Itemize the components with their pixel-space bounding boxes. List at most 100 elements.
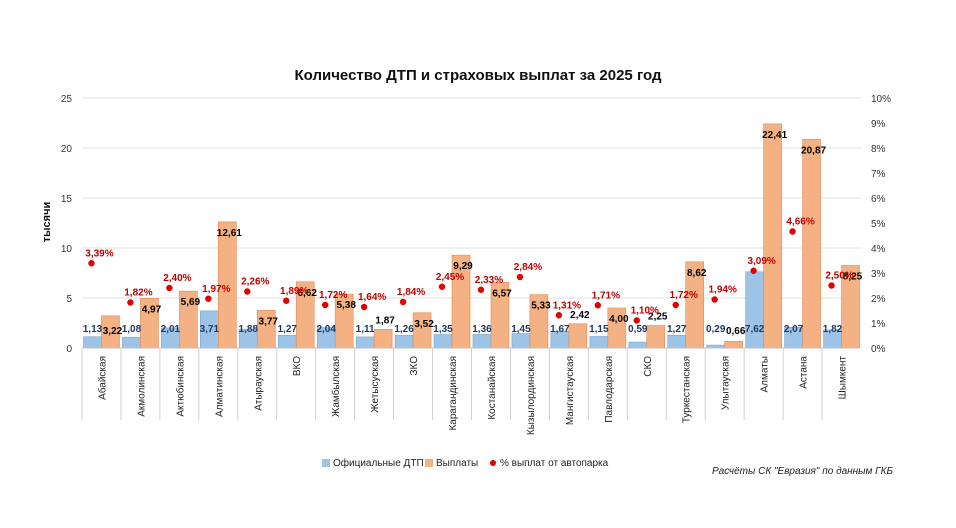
label-payouts: 5,33: [531, 301, 551, 312]
label-percent: 1,10%: [631, 306, 659, 317]
y-axis-ticks: 0 5 10 15 20 25: [61, 94, 73, 355]
bar-official: [589, 336, 609, 349]
legend-swatch: [425, 459, 433, 467]
percent-point: [283, 297, 290, 304]
label-payouts: 4,00: [609, 314, 629, 325]
label-official: 1,88: [239, 324, 259, 335]
bar-official: [433, 334, 453, 349]
label-official: 1,27: [277, 324, 297, 335]
percent-point: [633, 317, 640, 324]
percent-point: [244, 288, 251, 295]
legend-label: Официальные ДТП: [333, 457, 424, 469]
label-payouts: 5,69: [181, 297, 201, 308]
y-tick-label: 15: [61, 194, 73, 205]
category-label: Мангистауская: [565, 356, 576, 425]
label-payouts: 20,87: [801, 145, 826, 156]
label-official: 1,13: [83, 324, 103, 335]
category-label: Шымкент: [838, 356, 849, 400]
label-payouts: 2,42: [570, 310, 590, 321]
label-payouts: 22,41: [762, 130, 787, 141]
category-label: Жетысуская: [370, 356, 381, 413]
category-labels: Абайская Акмолинская Актюбинская Алматинска…: [96, 356, 848, 436]
category-label: Атырауская: [253, 356, 264, 411]
label-payouts: 9,29: [453, 261, 473, 272]
label-payouts: 8,25: [843, 272, 863, 283]
label-official: 1,15: [589, 324, 609, 335]
category-label: Туркестанская: [682, 356, 693, 423]
label-official: 2,01: [161, 324, 181, 335]
y2-axis-ticks: 0% 1% 2% 3% 4% 5% 6% 7% 8% 9% 10%: [871, 94, 891, 355]
label-official: 2,07: [784, 324, 804, 335]
label-official: 1,27: [667, 324, 687, 335]
percent-point: [321, 301, 329, 309]
chart-title: Количество ДТП и страховых выплат за 202…: [295, 67, 662, 84]
bar-official: [628, 341, 648, 349]
percent-point: [438, 283, 446, 290]
bar-payouts: [763, 123, 782, 349]
label-payouts: 2,25: [648, 312, 668, 323]
category-label: ЗКО: [409, 356, 420, 376]
percent-point: [205, 295, 212, 302]
bar-official: [277, 334, 297, 349]
category-label: Алматы: [760, 356, 771, 393]
label-percent: 1,64%: [358, 292, 386, 303]
label-payouts: 3,77: [259, 316, 279, 327]
label-percent: 1,82%: [124, 288, 152, 299]
bar-payouts: [724, 341, 743, 349]
label-payouts: 3,52: [414, 319, 434, 330]
label-percent: 1,97%: [202, 284, 230, 295]
category-label: Абайская: [96, 356, 108, 400]
category-label: ВКО: [292, 356, 303, 376]
legend-label: % выплат от автопарка: [500, 458, 609, 469]
y2-tick-label: 9%: [871, 119, 886, 130]
category-label: Актюбинская: [174, 356, 186, 417]
label-payouts: 3,22: [103, 326, 123, 337]
y2-tick-label: 10%: [871, 94, 891, 105]
y2-tick-label: 7%: [871, 169, 886, 180]
label-official: 1,45: [511, 324, 531, 335]
label-payouts: 5,38: [336, 300, 356, 311]
label-payouts: 0,66: [726, 326, 746, 337]
label-official: 0,59: [628, 324, 648, 335]
percent-point: [789, 228, 796, 235]
bar-official: [122, 336, 141, 349]
category-label: Кызылординская: [526, 356, 537, 435]
category-label: Костанайская: [487, 356, 498, 420]
legend-label: Выплаты: [436, 458, 478, 469]
percent-point: [594, 302, 602, 309]
category-label: Карагандинская: [448, 356, 459, 431]
y-axis-label: тысячи: [41, 202, 53, 242]
legend-swatch: [490, 460, 496, 466]
bar-official: [511, 333, 531, 349]
label-payouts: 12,61: [217, 228, 242, 239]
label-payouts: 4,97: [142, 304, 162, 315]
percent-point: [88, 260, 95, 267]
category-label: Улытауская: [721, 356, 732, 410]
label-official: 1,67: [550, 324, 570, 335]
y2-tick-label: 0%: [871, 344, 886, 355]
label-percent: 2,40%: [163, 273, 191, 284]
x-axis: [81, 347, 861, 420]
percent-point: [555, 312, 563, 319]
data-labels: 1,13 3,22 3,39% 1,084,97 1,82% 2,01 5,69 2,40% 3…: [83, 130, 863, 337]
percent-point: [360, 303, 368, 311]
category-label: Алматинская: [214, 356, 225, 417]
label-percent: 2,50%: [825, 271, 853, 282]
label-official: 1,11: [356, 324, 375, 335]
label-percent: 2,33%: [475, 275, 503, 286]
bar-payouts: [568, 323, 588, 349]
percent-points: [88, 228, 835, 324]
percent-point: [399, 298, 407, 306]
bar-payouts: [373, 328, 393, 349]
percent-point: [672, 301, 679, 309]
bars: [83, 123, 860, 349]
y2-tick-label: 5%: [871, 219, 886, 230]
label-percent: 3,09%: [747, 256, 775, 267]
y-tick-label: 5: [66, 294, 72, 305]
category-label: Павлодарская: [604, 356, 615, 423]
percent-point: [127, 299, 134, 306]
y-tick-label: 25: [61, 94, 73, 105]
percent-point: [477, 286, 485, 293]
gridlines: [82, 97, 861, 299]
